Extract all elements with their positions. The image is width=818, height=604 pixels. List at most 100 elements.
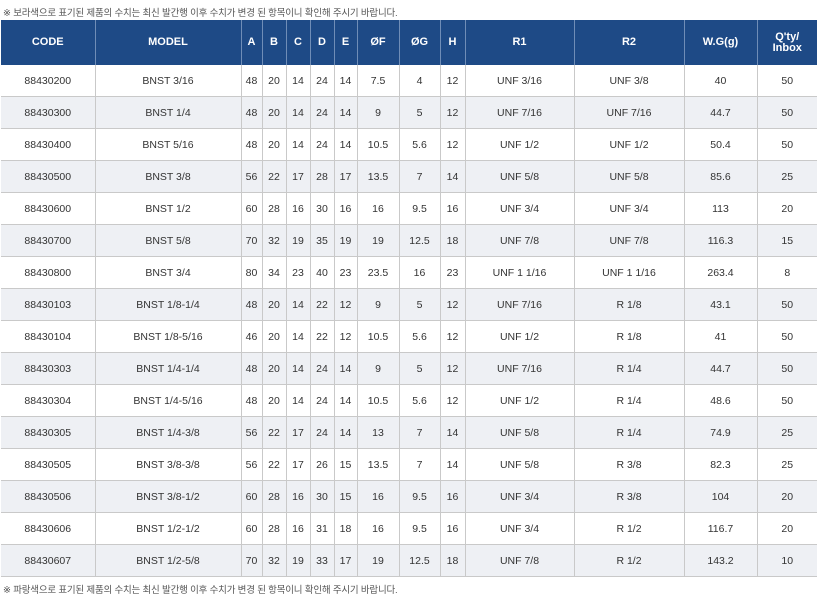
cell-b: 28 <box>262 192 287 225</box>
header-r1: R1 <box>465 20 575 65</box>
cell-qty: 50 <box>757 320 817 353</box>
table-row: 88430104 BNST 1/8-5/16 46 20 14 22 12 10.5 5.6 12… <box>1 320 817 353</box>
table-header: CODE MODEL A B C D E ØF ØG H R1 R2 W.G(g… <box>1 20 817 65</box>
cell-d: 24 <box>310 352 335 385</box>
cell-code: 88430500 <box>1 160 96 193</box>
cell-r2: R 1/8 <box>574 288 685 321</box>
cell-h: 16 <box>440 480 466 513</box>
cell-f: 16 <box>357 480 400 513</box>
cell-a: 56 <box>241 448 263 481</box>
cell-qty: 25 <box>757 448 817 481</box>
cell-wg: 116.7 <box>684 512 758 545</box>
cell-b: 32 <box>262 544 287 577</box>
cell-h: 16 <box>440 512 466 545</box>
table-row: 88430505 BNST 3/8-3/8 56 22 17 26 15 13.5 7 14 UNF… <box>1 448 817 481</box>
cell-r1: UNF 7/16 <box>465 288 575 321</box>
cell-d: 33 <box>310 544 335 577</box>
cell-wg: 40 <box>684 65 758 97</box>
cell-g: 4 <box>399 65 441 97</box>
cell-wg: 82.3 <box>684 448 758 481</box>
cell-e: 23 <box>334 256 358 289</box>
cell-model: BNST 1/8-5/16 <box>95 320 242 353</box>
cell-code: 88430505 <box>1 448 96 481</box>
cell-e: 15 <box>334 448 358 481</box>
cell-r1: UNF 7/8 <box>465 544 575 577</box>
cell-r1: UNF 1/2 <box>465 128 575 161</box>
cell-g: 12.5 <box>399 224 441 257</box>
header-model: MODEL <box>95 20 242 65</box>
cell-b: 32 <box>262 224 287 257</box>
table-row: 88430300 BNST 1/4 48 20 14 24 14 9 5 12 UNF 7/16 UN… <box>1 96 817 129</box>
cell-model: BNST 1/2 <box>95 192 242 225</box>
table-row: 88430200 BNST 3/16 48 20 14 24 14 7.5 4 12 UNF 3/1… <box>1 65 817 97</box>
cell-a: 70 <box>241 224 263 257</box>
cell-e: 14 <box>334 96 358 129</box>
cell-b: 20 <box>262 96 287 129</box>
cell-f: 16 <box>357 512 400 545</box>
cell-c: 17 <box>286 448 311 481</box>
cell-c: 23 <box>286 256 311 289</box>
cell-r1: UNF 5/8 <box>465 416 575 449</box>
cell-c: 14 <box>286 96 311 129</box>
header-qty-inbox: Q'ty/Inbox <box>757 20 817 65</box>
cell-qty: 50 <box>757 384 817 417</box>
cell-e: 12 <box>334 288 358 321</box>
cell-e: 18 <box>334 512 358 545</box>
cell-f: 13.5 <box>357 160 400 193</box>
header-c: C <box>286 20 311 65</box>
product-spec-table: CODE MODEL A B C D E ØF ØG H R1 R2 W.G(g… <box>1 20 817 577</box>
cell-wg: 263.4 <box>684 256 758 289</box>
cell-b: 22 <box>262 160 287 193</box>
cell-code: 88430700 <box>1 224 96 257</box>
cell-f: 19 <box>357 544 400 577</box>
cell-g: 5.6 <box>399 320 441 353</box>
cell-d: 26 <box>310 448 335 481</box>
cell-r2: UNF 7/16 <box>574 96 685 129</box>
cell-code: 88430103 <box>1 288 96 321</box>
header-diameter-g: ØG <box>399 20 441 65</box>
cell-a: 60 <box>241 480 263 513</box>
cell-e: 17 <box>334 544 358 577</box>
cell-r1: UNF 3/4 <box>465 512 575 545</box>
cell-wg: 116.3 <box>684 224 758 257</box>
cell-d: 22 <box>310 288 335 321</box>
table-row: 88430103 BNST 1/8-1/4 48 20 14 22 12 9 5 12 UNF 7/… <box>1 288 817 321</box>
cell-c: 16 <box>286 192 311 225</box>
cell-a: 80 <box>241 256 263 289</box>
cell-wg: 44.7 <box>684 96 758 129</box>
cell-g: 5 <box>399 352 441 385</box>
cell-model: BNST 1/4-3/8 <box>95 416 242 449</box>
header-r2: R2 <box>574 20 685 65</box>
cell-r2: R 3/8 <box>574 448 685 481</box>
cell-h: 12 <box>440 65 466 97</box>
cell-h: 18 <box>440 544 466 577</box>
cell-f: 7.5 <box>357 65 400 97</box>
cell-d: 24 <box>310 416 335 449</box>
cell-model: BNST 1/2-5/8 <box>95 544 242 577</box>
cell-g: 7 <box>399 448 441 481</box>
cell-model: BNST 1/4-1/4 <box>95 352 242 385</box>
cell-code: 88430607 <box>1 544 96 577</box>
cell-qty: 8 <box>757 256 817 289</box>
cell-model: BNST 3/8-1/2 <box>95 480 242 513</box>
cell-h: 14 <box>440 160 466 193</box>
cell-r2: R 3/8 <box>574 480 685 513</box>
cell-g: 9.5 <box>399 512 441 545</box>
cell-b: 22 <box>262 448 287 481</box>
cell-a: 48 <box>241 384 263 417</box>
header-weight: W.G(g) <box>684 20 758 65</box>
cell-h: 18 <box>440 224 466 257</box>
cell-h: 23 <box>440 256 466 289</box>
cell-h: 12 <box>440 352 466 385</box>
table-row: 88430700 BNST 5/8 70 32 19 35 19 19 12.5 18 UNF 7/… <box>1 224 817 257</box>
cell-wg: 85.6 <box>684 160 758 193</box>
cell-r1: UNF 3/4 <box>465 192 575 225</box>
cell-wg: 48.6 <box>684 384 758 417</box>
cell-wg: 143.2 <box>684 544 758 577</box>
cell-wg: 113 <box>684 192 758 225</box>
header-code: CODE <box>1 20 96 65</box>
table-row: 88430800 BNST 3/4 80 34 23 40 23 23.5 16 23 UNF 1 … <box>1 256 817 289</box>
cell-h: 14 <box>440 416 466 449</box>
cell-model: BNST 3/4 <box>95 256 242 289</box>
cell-model: BNST 5/16 <box>95 128 242 161</box>
